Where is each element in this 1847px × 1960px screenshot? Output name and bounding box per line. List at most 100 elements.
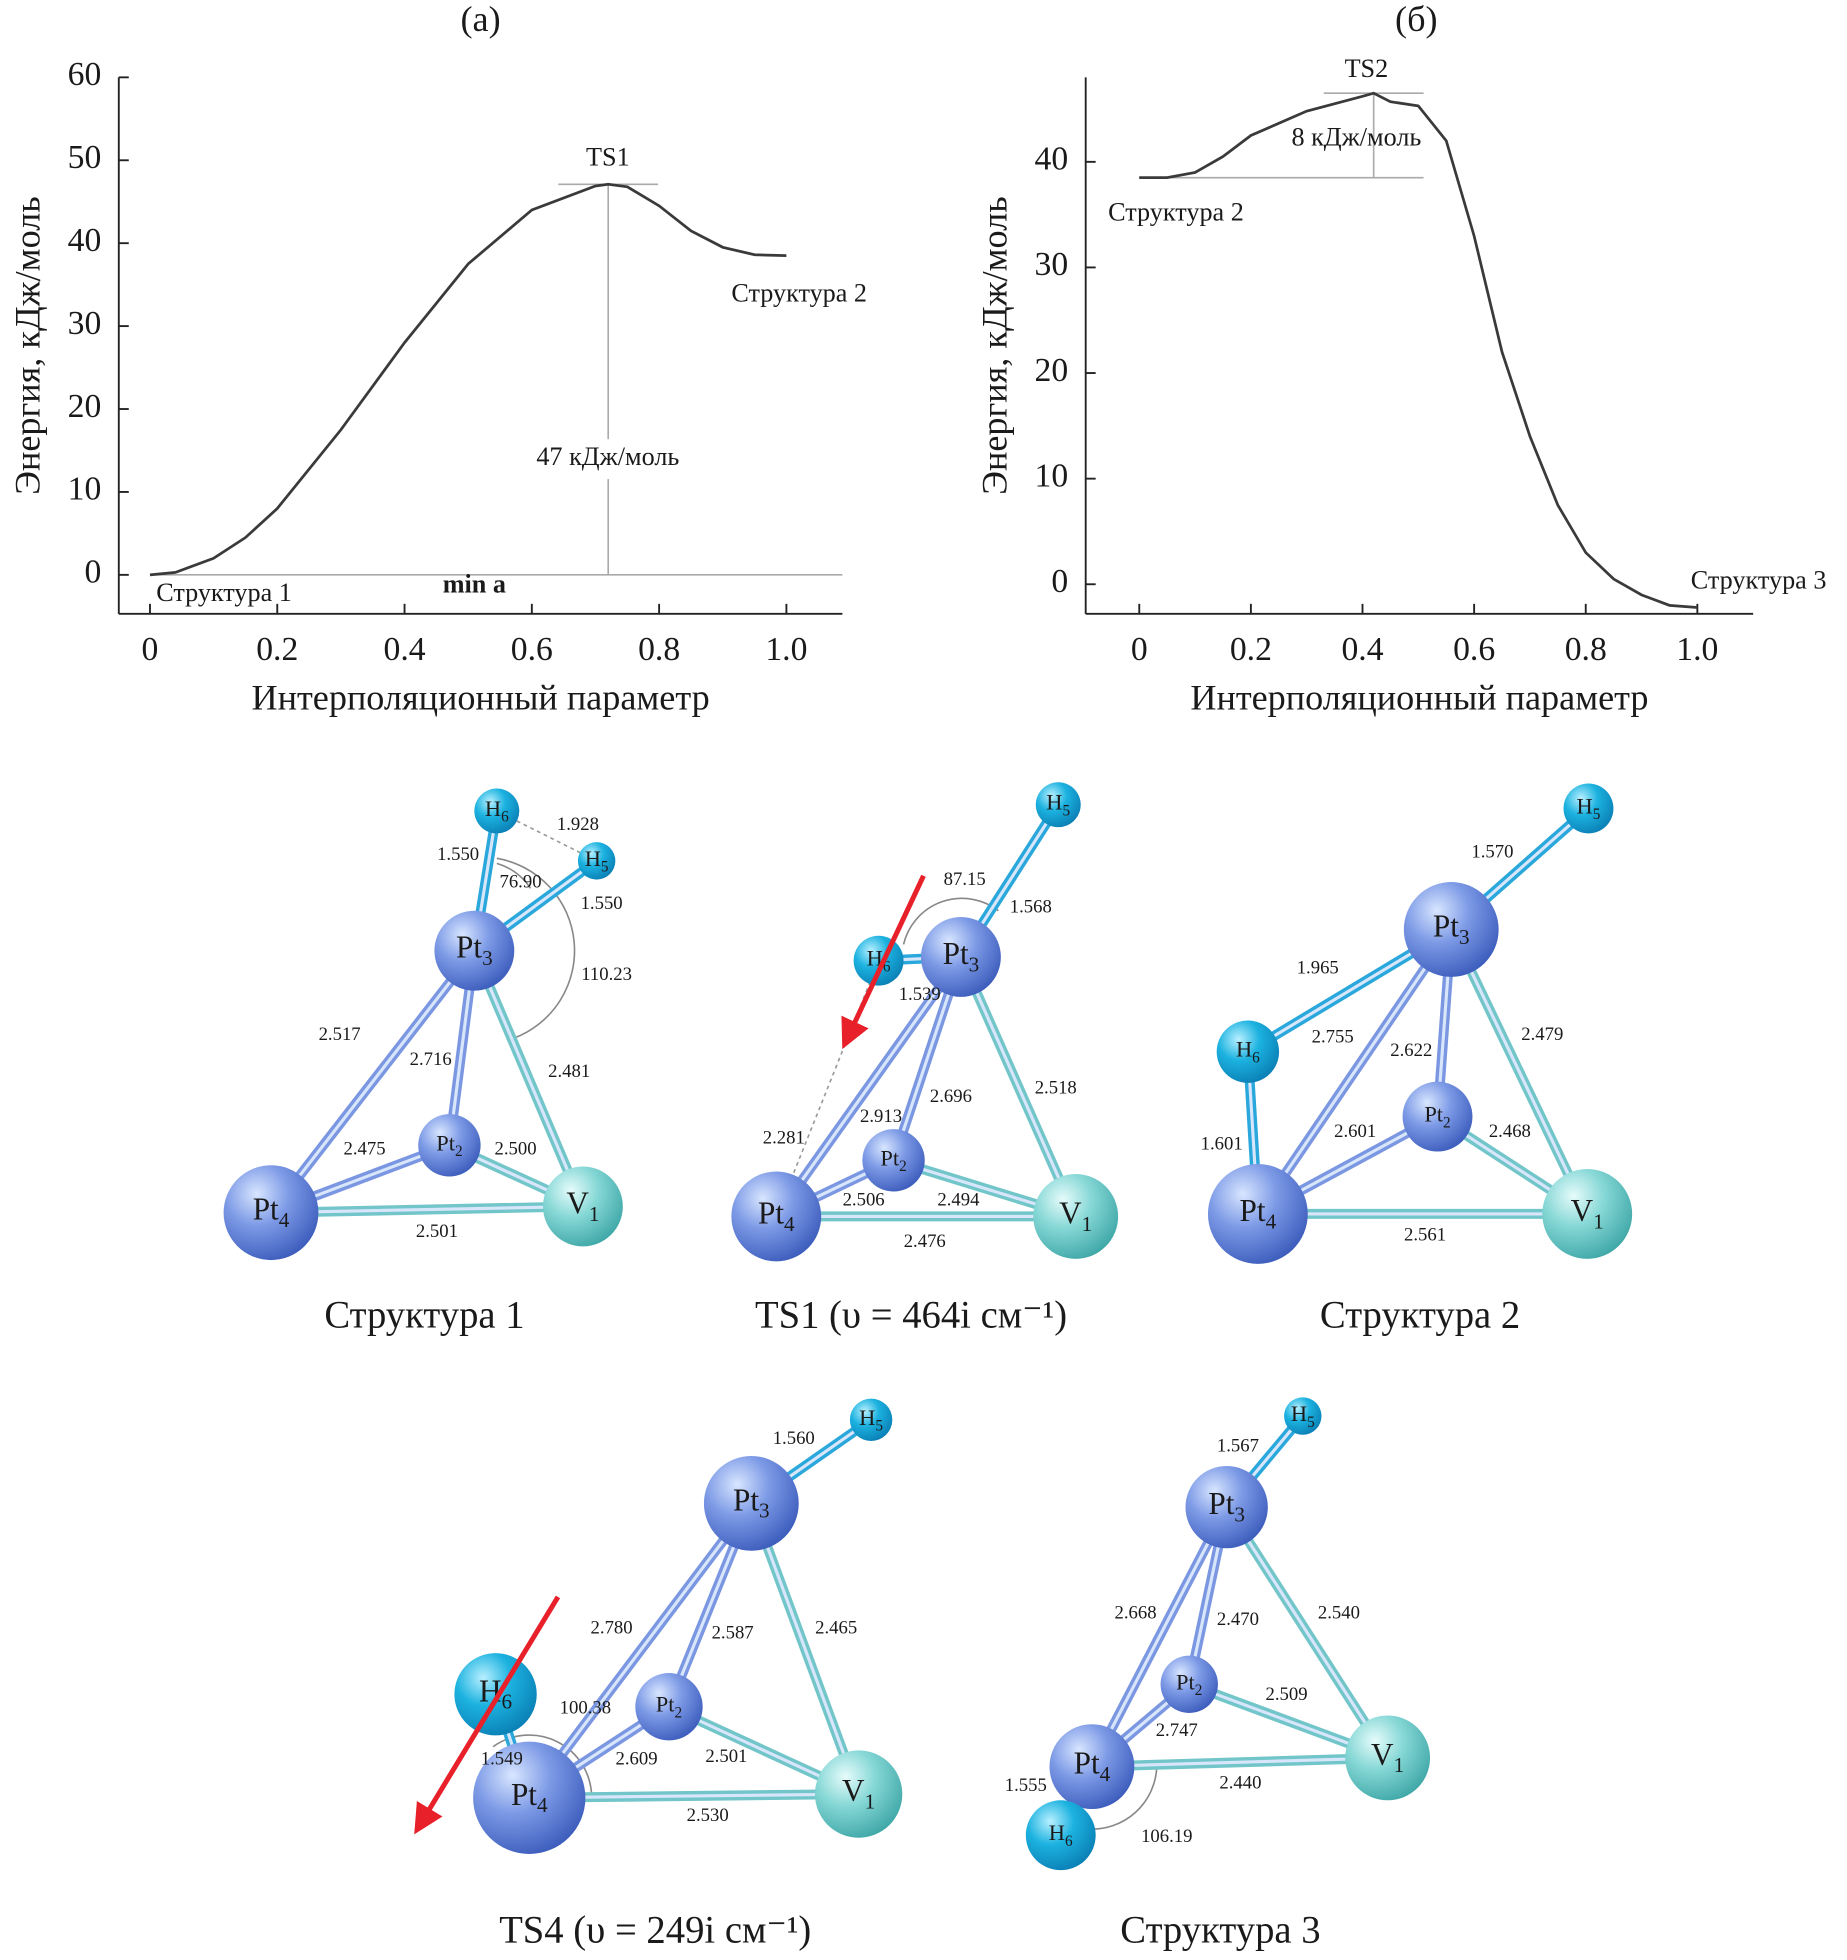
bond-length: 2.561: [1404, 1225, 1446, 1246]
bond-length: 1.965: [1297, 958, 1339, 979]
atom-label: H5: [1291, 1401, 1315, 1430]
bond-highlight: [1090, 1505, 1229, 1769]
atom-label: Pt2: [436, 1130, 462, 1159]
y-tick-label: 30: [1035, 246, 1069, 283]
bond-length: 1.601: [1201, 1134, 1243, 1155]
atom: [635, 1673, 703, 1741]
atom-label: H6: [1236, 1037, 1260, 1066]
atom-label: Pt2: [880, 1145, 906, 1174]
y-tick-label: 50: [68, 139, 102, 176]
bond-highlight: [1449, 927, 1589, 1216]
atom-index: 3: [969, 952, 980, 976]
atom-label: Pt2: [1424, 1102, 1450, 1131]
bond-highlight: [269, 949, 476, 1215]
atom: [731, 1171, 822, 1262]
annotation: min a: [443, 569, 506, 598]
bond-length: 2.696: [930, 1086, 972, 1107]
structure-caption: Структура 1: [324, 1295, 524, 1337]
atom: [1033, 1174, 1119, 1259]
atom-symbol: Pt: [656, 1692, 675, 1717]
x-tick-label: 0: [142, 631, 159, 668]
x-axis-label: Интерполяционный параметр: [1190, 677, 1648, 717]
atom-label: H6: [867, 946, 891, 975]
atom-label: Pt3: [943, 936, 980, 976]
atom-symbol: H: [859, 1405, 875, 1430]
bond-angle: 76.90: [499, 872, 541, 893]
atom-index: 5: [1063, 802, 1071, 819]
atom-index: 6: [501, 808, 509, 825]
atom: [1207, 1164, 1308, 1264]
atom-index: 3: [1234, 1502, 1245, 1526]
atom-index: 3: [759, 1499, 770, 1523]
atom-symbol: H: [1049, 1820, 1065, 1845]
bond-length: 2.468: [1489, 1121, 1531, 1142]
atom-symbol: Pt: [758, 1196, 784, 1231]
atom-symbol: Pt: [1240, 1193, 1266, 1228]
y-tick-label: 60: [68, 56, 102, 93]
x-tick-label: 0.6: [511, 631, 553, 668]
y-tick-label: 0: [84, 554, 101, 591]
bond-length: 1.539: [899, 984, 941, 1005]
x-tick-label: 0.2: [1230, 631, 1272, 668]
atom-label: H5: [859, 1405, 883, 1434]
atom-symbol: Pt: [943, 936, 969, 971]
atom-symbol: Pt: [733, 1483, 759, 1518]
atom-index: 6: [883, 958, 891, 975]
atom-symbol: H: [585, 846, 601, 871]
bond-angle: 87.15: [944, 869, 986, 890]
vibration-arrow: [841, 874, 926, 1050]
bond-length: 2.281: [763, 1127, 805, 1148]
x-tick-label: 0.8: [1565, 631, 1607, 668]
annotation: 47 кДж/моль: [536, 442, 679, 471]
atom-index: 4: [1100, 1762, 1111, 1786]
atom: [1402, 1081, 1473, 1152]
bond-highlight: [1256, 927, 1453, 1216]
x-tick-label: 1.0: [1676, 631, 1718, 668]
atom-symbol: H: [1046, 790, 1062, 815]
x-tick-label: 0.8: [638, 631, 680, 668]
atom-label: Pt2: [1176, 1669, 1202, 1698]
atom-index: 6: [1065, 1832, 1073, 1849]
structure-caption: TS1 (υ = 464i см⁻¹): [755, 1295, 1067, 1337]
y-tick-label: 10: [68, 471, 102, 508]
bond-length: 2.716: [410, 1049, 452, 1070]
bond-length: 1.560: [773, 1428, 815, 1449]
bond-highlight: [269, 1204, 585, 1215]
atom-label: H5: [1046, 790, 1070, 819]
y-tick-label: 20: [1035, 352, 1069, 389]
bond-highlight: [1225, 1505, 1390, 1760]
bond-highlight: [472, 949, 585, 1209]
atom-label: V1: [1371, 1737, 1404, 1777]
y-tick-label: 40: [1035, 141, 1069, 178]
atom-index: 5: [875, 1417, 883, 1434]
bond-length: 2.609: [616, 1749, 658, 1770]
bond-angle: 106.19: [1141, 1826, 1192, 1847]
atom-index: 6: [502, 1689, 513, 1713]
x-tick-label: 0.6: [1453, 631, 1495, 668]
atom: [418, 1114, 481, 1177]
annotation: Структура 1: [156, 578, 292, 607]
atom: [474, 788, 520, 834]
atom: [1542, 1169, 1633, 1259]
bond-length: 2.601: [1334, 1121, 1376, 1142]
panel-label: (б): [1395, 0, 1438, 39]
atom-symbol: Pt: [1433, 909, 1459, 944]
atom: [1563, 783, 1614, 834]
bond-highlight: [749, 1501, 861, 1796]
atom: [454, 1653, 537, 1736]
atom-label: Pt3: [733, 1483, 770, 1523]
bond-length: 2.506: [843, 1190, 885, 1211]
bond-length: 1.555: [1005, 1775, 1047, 1796]
atom-index: 5: [1307, 1413, 1315, 1430]
atom-index: 2: [675, 1704, 683, 1721]
atom-symbol: Pt: [253, 1192, 279, 1227]
atom-symbol: H: [485, 796, 501, 821]
bond-length: 2.470: [1217, 1609, 1259, 1630]
bond-length: 1.570: [1471, 842, 1513, 863]
atom-symbol: H: [867, 946, 883, 971]
bond-length: 1.928: [557, 814, 599, 835]
atom-symbol: Pt: [1208, 1486, 1234, 1521]
atom: [814, 1750, 903, 1838]
